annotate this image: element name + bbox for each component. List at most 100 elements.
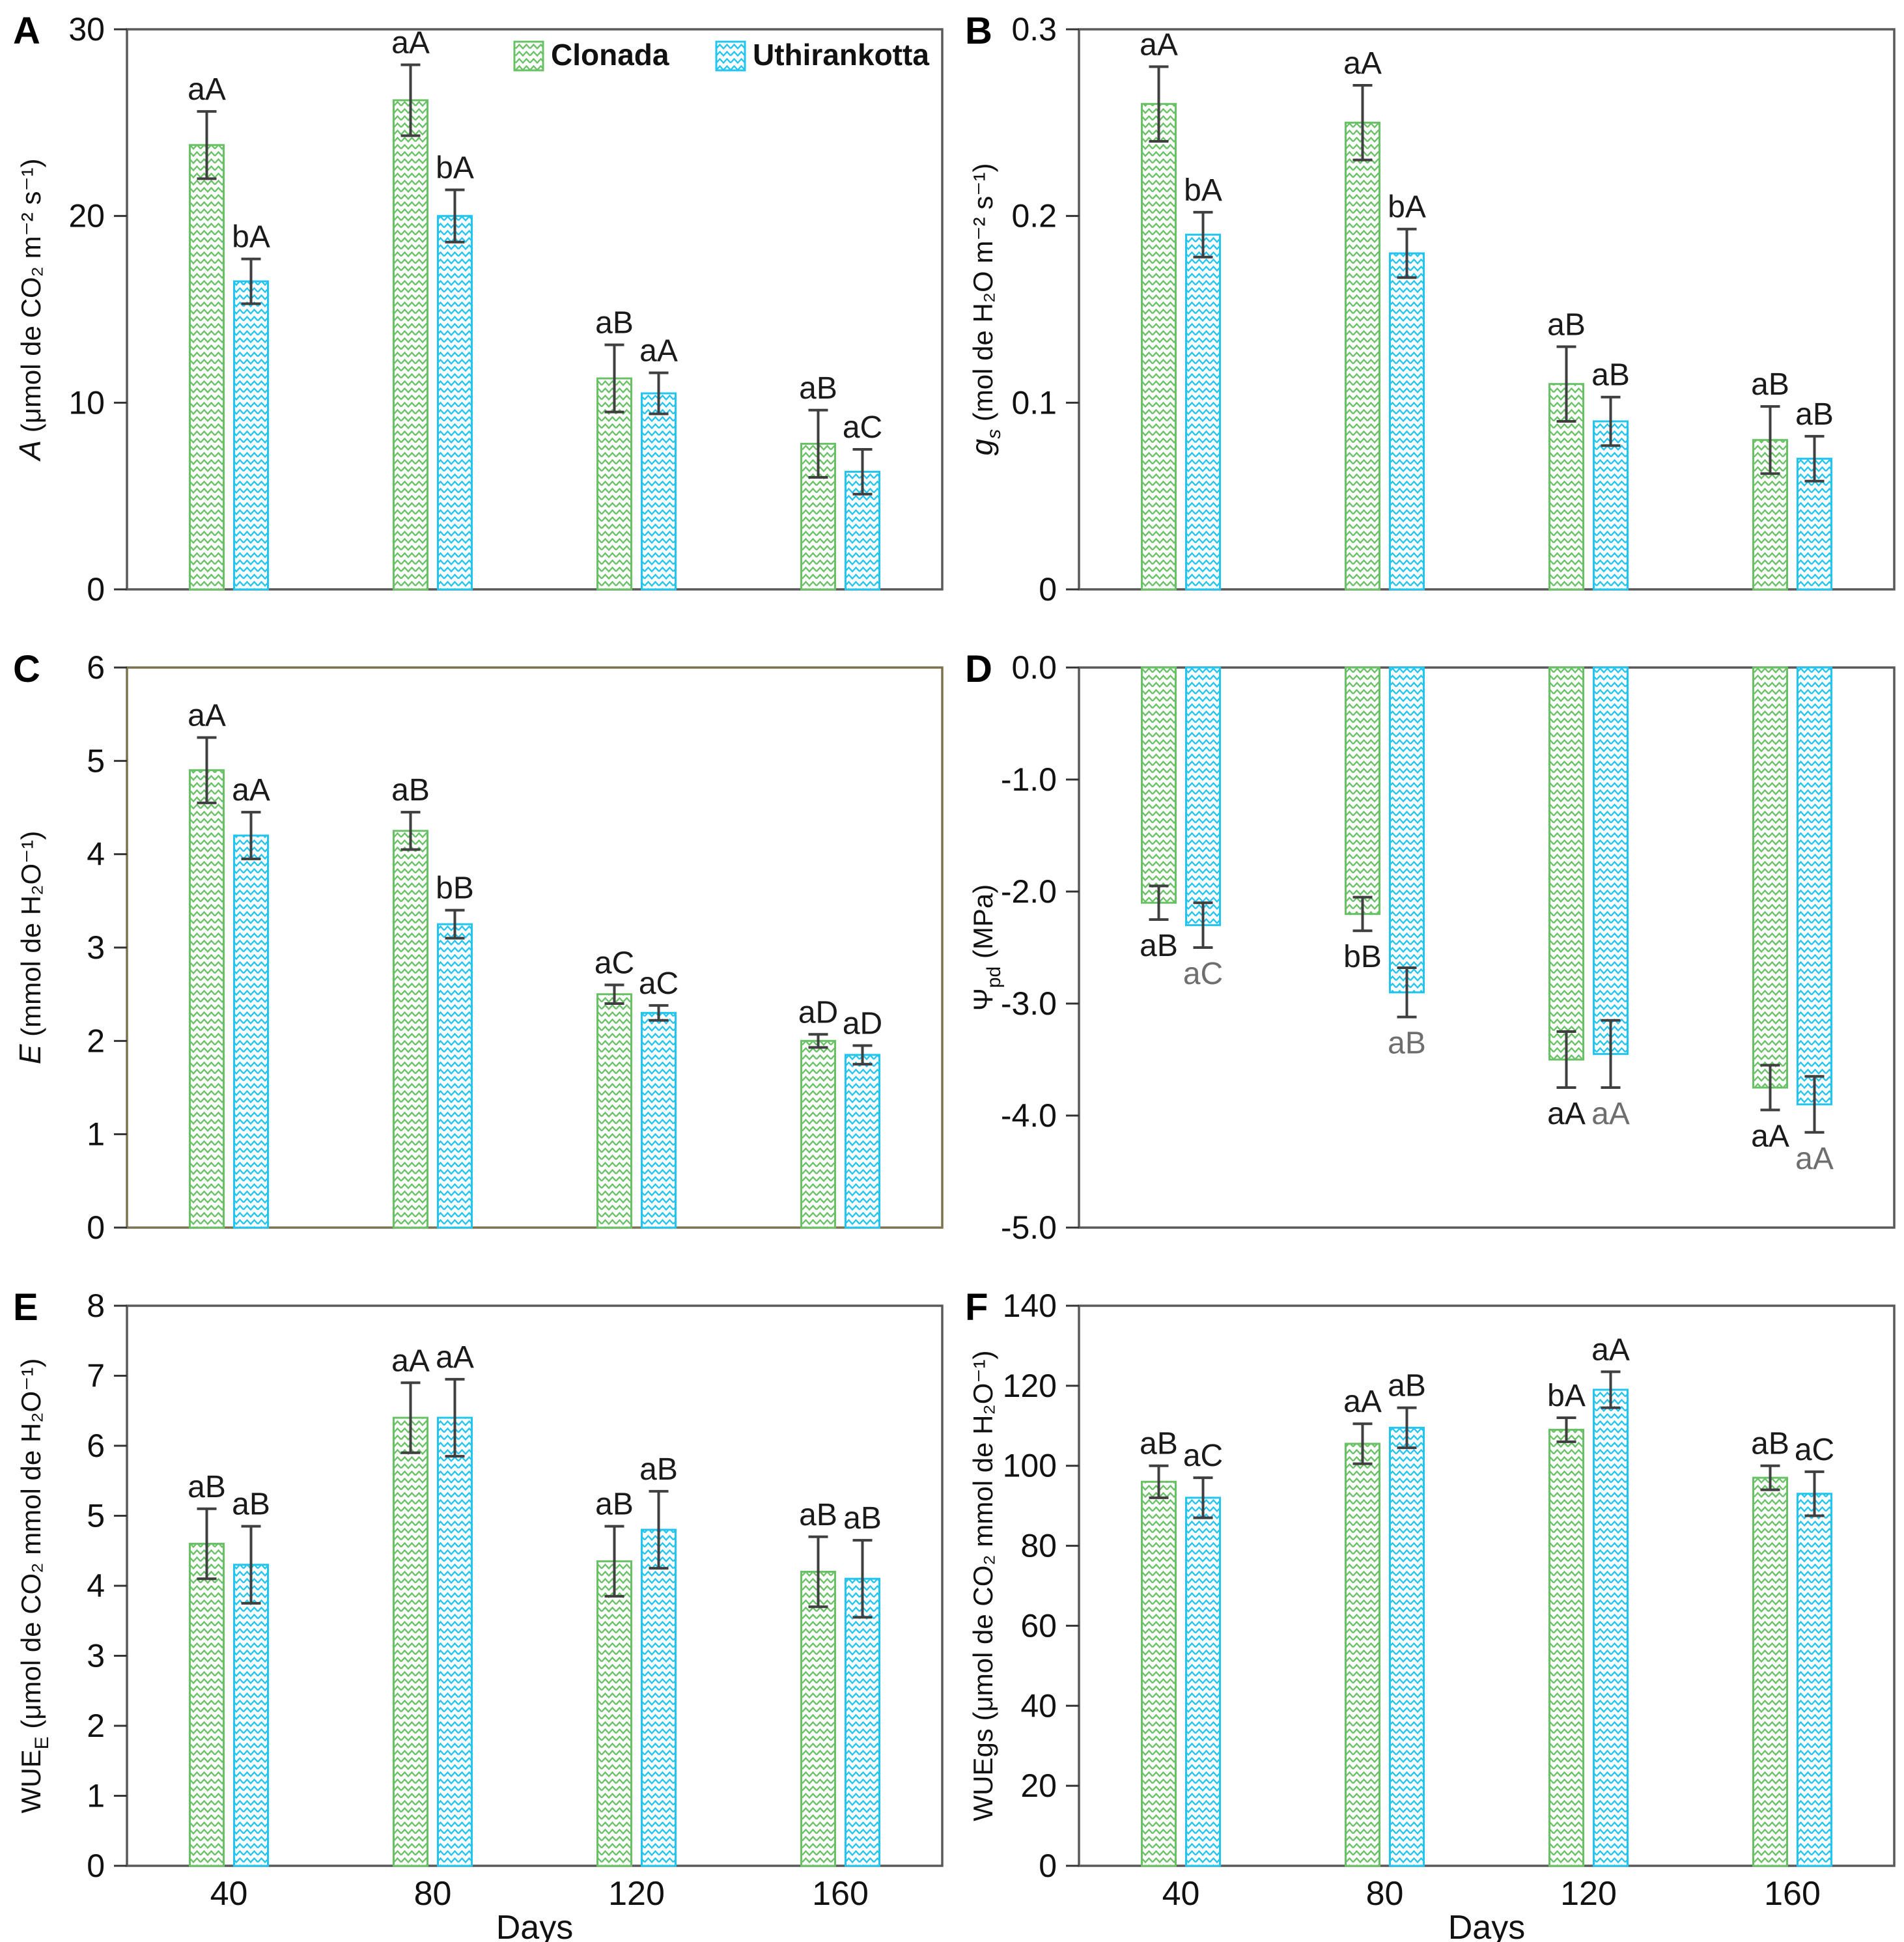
significance-label: bB <box>436 871 474 906</box>
significance-label: aB <box>188 1470 226 1504</box>
significance-label: aB <box>595 305 634 340</box>
bar-rect <box>596 993 632 1229</box>
x-tick-label: 120 <box>608 1875 665 1913</box>
significance-label: aB <box>595 1487 634 1522</box>
significance-label: bA <box>436 151 474 186</box>
panel-letter-A: A <box>13 10 40 52</box>
significance-label: aD <box>798 995 838 1030</box>
bar-uthirankotta-day160: aB <box>843 1501 882 1867</box>
bar-uthirankotta-day160: aB <box>1795 397 1834 591</box>
bar-clonada-day160: aA <box>1751 666 1789 1153</box>
y-axis-title: WUEgs (μmol de CO₂ mmol de H₂O⁻¹) <box>968 1350 998 1821</box>
significance-label: aA <box>1751 1119 1789 1153</box>
bar-uthirankotta-day40: aA <box>232 773 270 1229</box>
bar-clonada-day80: aA <box>391 25 430 591</box>
legend-swatch-uthirankotta <box>715 40 746 72</box>
bar-clonada-day120: aA <box>1547 666 1586 1131</box>
bar-rect <box>641 392 677 591</box>
significance-label: aA <box>436 1340 474 1375</box>
bar-uthirankotta-day40: aB <box>232 1487 270 1867</box>
y-tick-label: 60 <box>1020 1607 1057 1644</box>
y-tick-label: 0.0 <box>1011 649 1057 686</box>
y-tick-label: 30 <box>68 11 105 48</box>
bar-rect <box>393 1416 428 1867</box>
y-tick-label: 2 <box>87 1708 105 1744</box>
bar-rect <box>800 1571 836 1867</box>
y-tick-label: 3 <box>87 929 105 966</box>
bar-uthirankotta-day120: aA <box>1591 666 1630 1131</box>
panel-D: 0.0 -1.0 -2.0 -3.0 -4.0 -5.0 aB aC bB aB aA aA aA aA D… <box>952 638 1904 1276</box>
bar-rect <box>393 99 428 591</box>
y-tick-label: 6 <box>87 649 105 686</box>
plot-border <box>1078 1304 1896 1867</box>
bar-rect <box>1345 1442 1380 1867</box>
legend-label-uthirankotta: Uthirankotta <box>753 38 929 72</box>
bar-rect <box>189 144 225 591</box>
y-tick-label: 0 <box>1039 1848 1057 1884</box>
y-tick-label: 100 <box>1003 1448 1057 1484</box>
bar-uthirankotta-day80: aB <box>1388 666 1426 1061</box>
significance-label: aB <box>1388 1369 1426 1403</box>
bar-clonada-day40: aA <box>188 699 226 1229</box>
bar-rect <box>1797 1493 1832 1867</box>
significance-label: bA <box>232 220 270 255</box>
bar-uthirankotta-day80: aA <box>436 1340 474 1867</box>
x-tick-label: 120 <box>1560 1875 1617 1913</box>
bar-clonada-day80: aA <box>1343 1385 1382 1867</box>
significance-label: aB <box>639 1452 678 1487</box>
bar-uthirankotta-day160: aC <box>843 410 882 591</box>
y-tick-label: 8 <box>87 1288 105 1324</box>
significance-label: aB <box>1547 307 1586 342</box>
x-axis-title: Days <box>496 1909 573 1942</box>
bar-uthirankotta-day160: aD <box>843 1007 882 1229</box>
y-tick-label: 80 <box>1020 1528 1057 1564</box>
bar-clonada-day120: aB <box>1547 307 1586 591</box>
bar-rect <box>1141 103 1177 591</box>
bar-clonada-day80: aA <box>391 1344 430 1867</box>
significance-label: aA <box>639 333 678 368</box>
y-tick-label: 0 <box>87 1209 105 1246</box>
significance-label: aA <box>1140 27 1178 62</box>
significance-label: bA <box>1388 190 1426 225</box>
x-axis-title: Days <box>1448 1909 1525 1942</box>
y-axis-title: E (mmol de H₂O⁻¹) <box>13 831 47 1065</box>
significance-label: bB <box>1343 940 1382 974</box>
significance-label: aB <box>1388 1026 1426 1061</box>
significance-label: aB <box>232 1487 270 1522</box>
x-tick-label: 40 <box>210 1875 248 1913</box>
bar-uthirankotta-day40: aC <box>1183 666 1223 991</box>
bar-uthirankotta-day80: bA <box>1388 190 1426 591</box>
panel-letter-B: B <box>965 10 992 52</box>
y-axis-title: WUEE (μmol de CO₂ mmol de H₂O⁻¹) <box>16 1358 53 1814</box>
bar-rect <box>800 1039 836 1229</box>
bar-rect <box>1141 1480 1177 1867</box>
bar-clonada-day80: bB <box>1343 666 1382 974</box>
significance-label: aA <box>188 72 226 107</box>
bar-rect <box>1752 1476 1788 1867</box>
significance-label: aB <box>799 371 837 406</box>
plot-border <box>1078 28 1896 591</box>
bar-rect <box>1389 252 1425 591</box>
bar-rect <box>845 1577 880 1867</box>
significance-label: aB <box>1140 1427 1178 1461</box>
y-tick-label: -1.0 <box>1001 761 1057 798</box>
y-axis-title: A (μmol de CO₂ m⁻² s⁻¹) <box>13 158 47 462</box>
significance-label: aB <box>843 1501 882 1536</box>
bar-clonada-day80: aB <box>391 773 430 1229</box>
bar-rect <box>1185 666 1221 927</box>
bar-rect <box>1141 666 1177 904</box>
bar-clonada-day120: aB <box>595 1487 634 1867</box>
y-tick-label: 20 <box>1020 1767 1057 1804</box>
significance-label: aC <box>1183 957 1223 991</box>
bar-clonada-day160: aB <box>1751 367 1789 591</box>
significance-label: aA <box>1795 1142 1834 1176</box>
y-tick-label: 7 <box>87 1358 105 1394</box>
bar-rect <box>233 280 269 591</box>
bar-rect <box>845 1054 880 1229</box>
significance-label: aB <box>1751 367 1789 402</box>
y-tick-label: 1 <box>87 1116 105 1153</box>
bar-uthirankotta-day120: aA <box>639 333 678 591</box>
bar-rect <box>189 1543 225 1867</box>
